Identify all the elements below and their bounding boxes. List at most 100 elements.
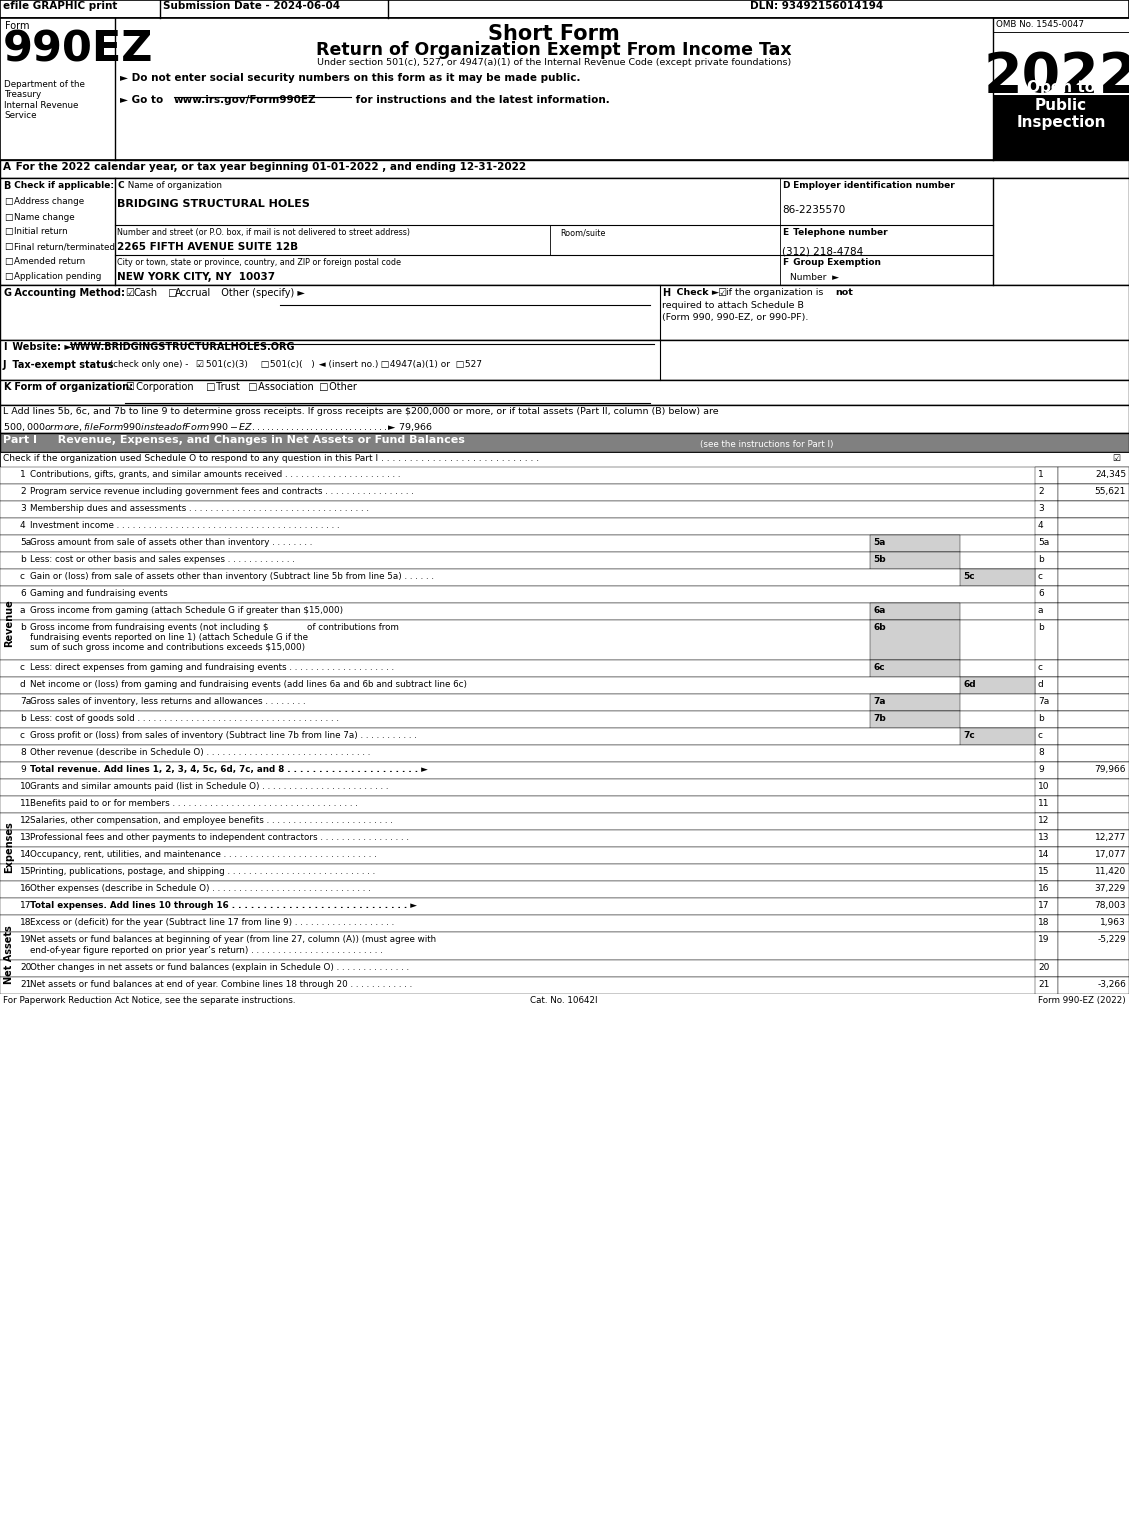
- Text: Professional fees and other payments to independent contractors . . . . . . . . : Professional fees and other payments to …: [30, 833, 409, 842]
- Text: 501(c)(3): 501(c)(3): [203, 360, 248, 369]
- Bar: [870, 552, 960, 569]
- Text: 6: 6: [1038, 589, 1043, 598]
- Text: a: a: [20, 605, 26, 615]
- Text: c: c: [1038, 572, 1043, 581]
- Bar: [0, 467, 18, 779]
- Text: Revenue: Revenue: [5, 599, 14, 647]
- Bar: [0, 994, 1129, 1013]
- Bar: [1035, 746, 1058, 762]
- Text: b: b: [20, 714, 26, 723]
- Text: Salaries, other compensation, and employee benefits . . . . . . . . . . . . . . : Salaries, other compensation, and employ…: [30, 816, 393, 825]
- Text: Occupancy, rent, utilities, and maintenance . . . . . . . . . . . . . . . . . . : Occupancy, rent, utilities, and maintena…: [30, 849, 377, 859]
- Text: 12,277: 12,277: [1095, 833, 1126, 842]
- Bar: [1058, 846, 1129, 865]
- Text: Name change: Name change: [14, 214, 75, 223]
- Text: □: □: [375, 360, 390, 369]
- Bar: [0, 865, 1129, 881]
- Text: Address change: Address change: [14, 197, 85, 206]
- Text: Less: cost of goods sold . . . . . . . . . . . . . . . . . . . . . . . . . . . .: Less: cost of goods sold . . . . . . . .…: [30, 714, 339, 723]
- Bar: [1035, 898, 1058, 915]
- Text: 11: 11: [1038, 799, 1050, 808]
- Bar: [1035, 535, 1058, 552]
- Text: Check if the organization used Schedule O to respond to any question in this Par: Check if the organization used Schedule …: [3, 454, 540, 464]
- Text: 6c: 6c: [873, 663, 885, 673]
- Text: Application pending: Application pending: [14, 271, 102, 281]
- Text: 55,621: 55,621: [1095, 486, 1126, 496]
- Text: Open to
Public
Inspection: Open to Public Inspection: [1016, 81, 1105, 130]
- Text: 16: 16: [20, 884, 32, 894]
- Bar: [1058, 467, 1129, 483]
- Text: □: □: [255, 360, 269, 369]
- Text: Association: Association: [255, 381, 314, 392]
- Text: for instructions and the latest information.: for instructions and the latest informat…: [352, 95, 610, 105]
- Text: 7a: 7a: [1038, 697, 1049, 706]
- Text: Cash: Cash: [133, 288, 157, 297]
- Text: www.irs.gov/Form990EZ: www.irs.gov/Form990EZ: [174, 95, 316, 105]
- Bar: [870, 660, 960, 677]
- Text: 7a: 7a: [20, 697, 32, 706]
- Text: ► Go to: ► Go to: [120, 95, 167, 105]
- Bar: [1035, 813, 1058, 830]
- Text: □: □: [161, 288, 177, 297]
- Text: Grants and similar amounts paid (list in Schedule O) . . . . . . . . . . . . . .: Grants and similar amounts paid (list in…: [30, 782, 388, 791]
- Bar: [1058, 961, 1129, 978]
- Text: Other changes in net assets or fund balances (explain in Schedule O) . . . . . .: Other changes in net assets or fund bala…: [30, 962, 409, 971]
- Text: c: c: [20, 730, 25, 740]
- Bar: [1035, 961, 1058, 978]
- Text: 17: 17: [1038, 901, 1050, 910]
- Text: required to attach Schedule B: required to attach Schedule B: [662, 300, 804, 310]
- Bar: [870, 602, 960, 621]
- Text: Form: Form: [5, 21, 29, 30]
- Text: b: b: [1038, 624, 1043, 631]
- Text: 17,077: 17,077: [1094, 849, 1126, 859]
- Text: 4947(a)(1) or: 4947(a)(1) or: [387, 360, 450, 369]
- Text: Contributions, gifts, grants, and similar amounts received . . . . . . . . . . .: Contributions, gifts, grants, and simila…: [30, 470, 401, 479]
- Text: 20: 20: [1038, 962, 1049, 971]
- Text: Expenses: Expenses: [5, 820, 14, 872]
- Bar: [1035, 694, 1058, 711]
- Text: 9: 9: [1038, 766, 1043, 775]
- Bar: [870, 535, 960, 552]
- Text: 13: 13: [20, 833, 32, 842]
- Text: 14: 14: [1038, 849, 1049, 859]
- Text: 990EZ: 990EZ: [3, 29, 154, 72]
- Bar: [0, 535, 1129, 552]
- Bar: [0, 467, 1129, 483]
- Bar: [1058, 796, 1129, 813]
- Bar: [1035, 586, 1058, 602]
- Text: 12: 12: [20, 816, 32, 825]
- Text: ◄ (insert no.): ◄ (insert no.): [313, 360, 378, 369]
- Bar: [960, 569, 1035, 586]
- Text: Other expenses (describe in Schedule O) . . . . . . . . . . . . . . . . . . . . : Other expenses (describe in Schedule O) …: [30, 884, 370, 894]
- Text: efile GRAPHIC print: efile GRAPHIC print: [3, 2, 117, 11]
- Bar: [1035, 762, 1058, 779]
- Text: □: □: [5, 258, 12, 265]
- Bar: [1035, 502, 1058, 518]
- Text: Revenue, Expenses, and Changes in Net Assets or Fund Balances: Revenue, Expenses, and Changes in Net As…: [50, 435, 465, 445]
- Bar: [994, 95, 1129, 160]
- Text: 6d: 6d: [963, 680, 975, 689]
- Text: (312) 218-4784: (312) 218-4784: [782, 247, 864, 258]
- Text: Membership dues and assessments . . . . . . . . . . . . . . . . . . . . . . . . : Membership dues and assessments . . . . …: [30, 503, 369, 512]
- Text: 13: 13: [1038, 833, 1050, 842]
- Text: Final return/terminated: Final return/terminated: [14, 242, 115, 252]
- Text: □: □: [5, 242, 12, 252]
- Text: Benefits paid to or for members . . . . . . . . . . . . . . . . . . . . . . . . : Benefits paid to or for members . . . . …: [30, 799, 358, 808]
- Text: 7b: 7b: [873, 714, 886, 723]
- Text: 8: 8: [1038, 747, 1043, 756]
- Text: Corporation: Corporation: [133, 381, 194, 392]
- Text: ☑: ☑: [125, 288, 133, 297]
- Bar: [0, 433, 1129, 451]
- Text: WWW.BRIDGINGSTRUCTURALHOLES.ORG: WWW.BRIDGINGSTRUCTURALHOLES.ORG: [70, 342, 296, 352]
- Text: Trust: Trust: [213, 381, 239, 392]
- Text: Employer identification number: Employer identification number: [790, 181, 955, 191]
- Bar: [1058, 711, 1129, 727]
- Text: Gross profit or (loss) from sales of inventory (Subtract line 7b from line 7a) .: Gross profit or (loss) from sales of inv…: [30, 730, 417, 740]
- Bar: [0, 677, 1129, 694]
- Text: Room/suite: Room/suite: [560, 229, 605, 236]
- Bar: [1035, 865, 1058, 881]
- Bar: [1058, 978, 1129, 994]
- Bar: [1058, 762, 1129, 779]
- Text: Net Assets: Net Assets: [5, 926, 14, 984]
- Text: 8: 8: [20, 747, 26, 756]
